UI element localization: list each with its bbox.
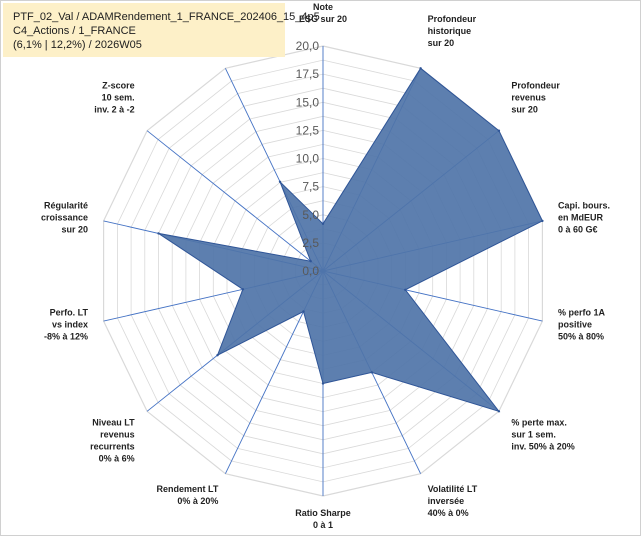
axis-label-line: Profondeur <box>428 14 477 24</box>
axis-label-line: croissance <box>41 212 88 222</box>
axis-label: Ratio Sharpe 0 à 1 <box>295 508 351 530</box>
axis-label-line: Profondeur <box>511 81 560 91</box>
axis-label-line: % perte max. <box>511 417 567 427</box>
data-point <box>497 129 501 132</box>
tick-label: 17,5 <box>296 67 320 81</box>
axis-label-line: en MdEUR <box>558 212 604 222</box>
tick-label: 7,5 <box>302 180 319 194</box>
data-point <box>404 288 407 291</box>
axis-label-line: 0 à 1 <box>313 520 333 530</box>
tick-label: 20,0 <box>296 39 320 53</box>
axis-label: Note ESG sur 20 <box>299 2 347 24</box>
axis-label-line: revenus <box>511 93 546 103</box>
data-point <box>157 232 160 235</box>
axis-label-line: Rendement LT <box>157 484 219 494</box>
axis-label-line: sur 20 <box>61 224 88 234</box>
axis-label-line: recurrents <box>90 441 135 451</box>
data-point <box>419 67 422 70</box>
axis-label-line: sur 20 <box>428 38 455 48</box>
asset-class: C4_Actions / 1_FRANCE <box>13 25 136 37</box>
axis-label-line: 0% à 20% <box>177 496 218 506</box>
axis-label-line: 10 sem. <box>102 93 135 103</box>
axis-label-line: Note <box>313 2 333 12</box>
tick-label: 10,0 <box>296 152 320 166</box>
axis-label-line: Volatilité LT <box>428 484 478 494</box>
axis-label: Perfo. LT vs index -8% à 12% <box>44 308 89 342</box>
axis-label: Rendement LT 0% à 20% <box>157 484 219 506</box>
axis-label-line: Ratio Sharpe <box>295 508 351 518</box>
axis-label-line: positive <box>558 320 592 330</box>
tick-label: 12,5 <box>296 123 320 137</box>
axis-label: Capi. bours. en MdEUR 0 à 60 G€ <box>558 200 610 234</box>
data-point <box>541 219 544 223</box>
tick-label: 2,5 <box>302 236 319 250</box>
axis-label: Niveau LT revenus recurrents 0% à 6% <box>90 417 135 463</box>
data-point <box>241 288 245 291</box>
axis-label: Régularité croissance sur 20 <box>41 200 88 234</box>
data-point <box>497 410 501 413</box>
radar-series <box>157 67 544 413</box>
axis-label: Volatilité LT inversée 40% à 0% <box>428 484 478 518</box>
axis-label: Z-score 10 sem. inv. 2 à -2 <box>94 81 134 115</box>
axis-label-line: Perfo. LT <box>50 308 89 318</box>
axis-label-line: 50% à 80% <box>558 332 604 342</box>
data-point <box>302 310 305 313</box>
data-point <box>370 371 373 374</box>
axis-label-line: inv. 50% à 20% <box>511 441 574 451</box>
tick-label: 0,0 <box>302 264 319 278</box>
axis-label-line: -8% à 12% <box>44 332 88 342</box>
axis-label-line: revenus <box>100 429 135 439</box>
axis-label-line: 0% à 6% <box>99 453 135 463</box>
data-point <box>321 222 325 225</box>
axis-label: Profondeur revenus sur 20 <box>511 81 560 115</box>
tick-label: 15,0 <box>296 95 320 109</box>
axis-label: % perte max. sur 1 sem. inv. 50% à 20% <box>511 417 574 451</box>
axis-label-line: 0 à 60 G€ <box>558 224 598 234</box>
axis-label-line: ESG sur 20 <box>299 14 347 24</box>
axis-label-line: inversée <box>428 496 465 506</box>
axis-label-line: Régularité <box>44 200 88 210</box>
axis-label-line: Niveau LT <box>92 417 135 427</box>
axis-label-line: inv. 2 à -2 <box>94 105 134 115</box>
data-point <box>278 180 282 183</box>
axis-spoke <box>146 130 324 272</box>
axis-label-line: 40% à 0% <box>428 508 469 518</box>
tick-label: 5,0 <box>302 208 319 222</box>
axis-label: % perfo 1A positive 50% à 80% <box>558 308 606 342</box>
radial-ticks: 0,0 2,5 5,0 7,5 10,0 12,5 15,0 17,5 20,0 <box>296 39 320 278</box>
axis-label: Profondeur historique sur 20 <box>428 14 477 48</box>
axis-label-line: % perfo 1A <box>558 308 606 318</box>
axis-label-line: sur 1 sem. <box>511 429 556 439</box>
portfolio-info-box: PTF_02_Val / ADAMRendement_1_FRANCE_2024… <box>3 3 320 57</box>
axis-label-line: Z-score <box>102 81 135 91</box>
data-point <box>309 260 312 263</box>
data-point <box>321 382 325 385</box>
axis-label-line: sur 20 <box>511 105 538 115</box>
performance-period: (6,1% | 12,2%) / 2026W05 <box>13 39 142 51</box>
axis-label-line: vs index <box>52 320 88 330</box>
axis-label-line: historique <box>428 26 472 36</box>
data-point <box>216 354 219 357</box>
portfolio-name: PTF_02_Val / ADAMRendement_1_FRANCE_2024… <box>13 11 320 23</box>
axis-label-line: Capi. bours. <box>558 200 610 210</box>
